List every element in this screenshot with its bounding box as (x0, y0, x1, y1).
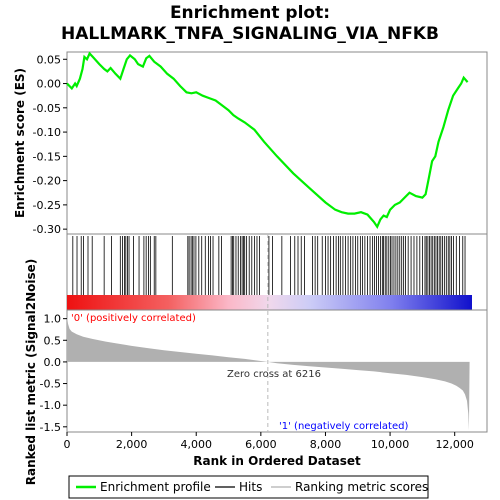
es-y-tick-label: -0.05 (33, 102, 61, 115)
negative-correlation-label: '1' (negatively correlated) (279, 421, 408, 432)
title-line-2: HALLMARK_TNFA_SIGNALING_VIA_NFKB (61, 24, 439, 44)
metric-y-tick-label: 1.0 (44, 313, 62, 326)
rank-color-bar (67, 295, 472, 310)
metric-x-tick-label: 0 (64, 438, 71, 451)
es-y-tick-label: -0.30 (33, 223, 61, 236)
metric-x-axis: 0 2,000 4,000 6,000 8,000 10,000 12,000 (64, 432, 474, 451)
metric-y-tick-label: 0.5 (44, 334, 62, 347)
es-y-tick-label: -0.10 (33, 126, 61, 139)
metric-y-axis-label: Ranked list metric (Signal2Noise) (24, 259, 38, 486)
es-y-tick-label: 0.05 (37, 53, 62, 66)
es-y-axis: 0.05 0.00 -0.05 -0.10 -0.15 -0.20 -0.25 -0.30 (33, 53, 67, 236)
metric-y-tick-label: -1.5 (40, 421, 61, 434)
metric-x-tick-label: 4,000 (180, 438, 212, 451)
enrichment-profile-line (66, 51, 469, 229)
hit-markers (72, 236, 466, 295)
es-panel-frame (66, 51, 488, 235)
legend-hits-label: Hits (239, 480, 262, 494)
positive-correlation-label: '0' (positively correlated) (71, 313, 196, 324)
legend-enrichment-label: Enrichment profile (100, 480, 211, 494)
metric-x-tick-label: 10,000 (371, 438, 410, 451)
metric-y-tick-label: -1.0 (40, 399, 61, 412)
es-y-tick-label: -0.15 (33, 150, 61, 163)
zero-cross-label: Zero cross at 6216 (227, 369, 321, 380)
legend-frame (68, 475, 429, 499)
metric-x-tick-label: 6,000 (245, 438, 277, 451)
metric-x-axis-label: Rank in Ordered Dataset (193, 454, 361, 468)
es-panel: 0.05 0.00 -0.05 -0.10 -0.15 -0.20 -0.25 -0.30 E… (13, 51, 488, 236)
metric-y-axis: 1.0 0.5 0.0 -0.5 -1.0 -1.5 (40, 313, 67, 434)
es-y-tick-label: 0.00 (37, 78, 62, 91)
hits-panel (66, 233, 488, 311)
legend-metric-label: Ranking metric scores (295, 480, 428, 494)
metric-x-tick-label: 8,000 (310, 438, 342, 451)
metric-y-tick-label: -0.5 (40, 378, 61, 391)
metric-y-tick-label: 0.0 (44, 356, 62, 369)
metric-panel: 1.0 0.5 0.0 -0.5 -1.0 -1.5 0 2,000 4,000 6,000 8,… (24, 234, 488, 486)
metric-x-tick-label: 12,000 (435, 438, 474, 451)
es-y-axis-label: Enrichment score (ES) (13, 68, 27, 218)
metric-x-tick-label: 2,000 (116, 438, 148, 451)
es-y-tick-label: -0.25 (33, 199, 61, 212)
title-line-1: Enrichment plot: (170, 3, 330, 23)
es-y-tick-label: -0.20 (33, 175, 61, 188)
legend: Enrichment profile Hits Ranking metric s… (68, 475, 429, 499)
